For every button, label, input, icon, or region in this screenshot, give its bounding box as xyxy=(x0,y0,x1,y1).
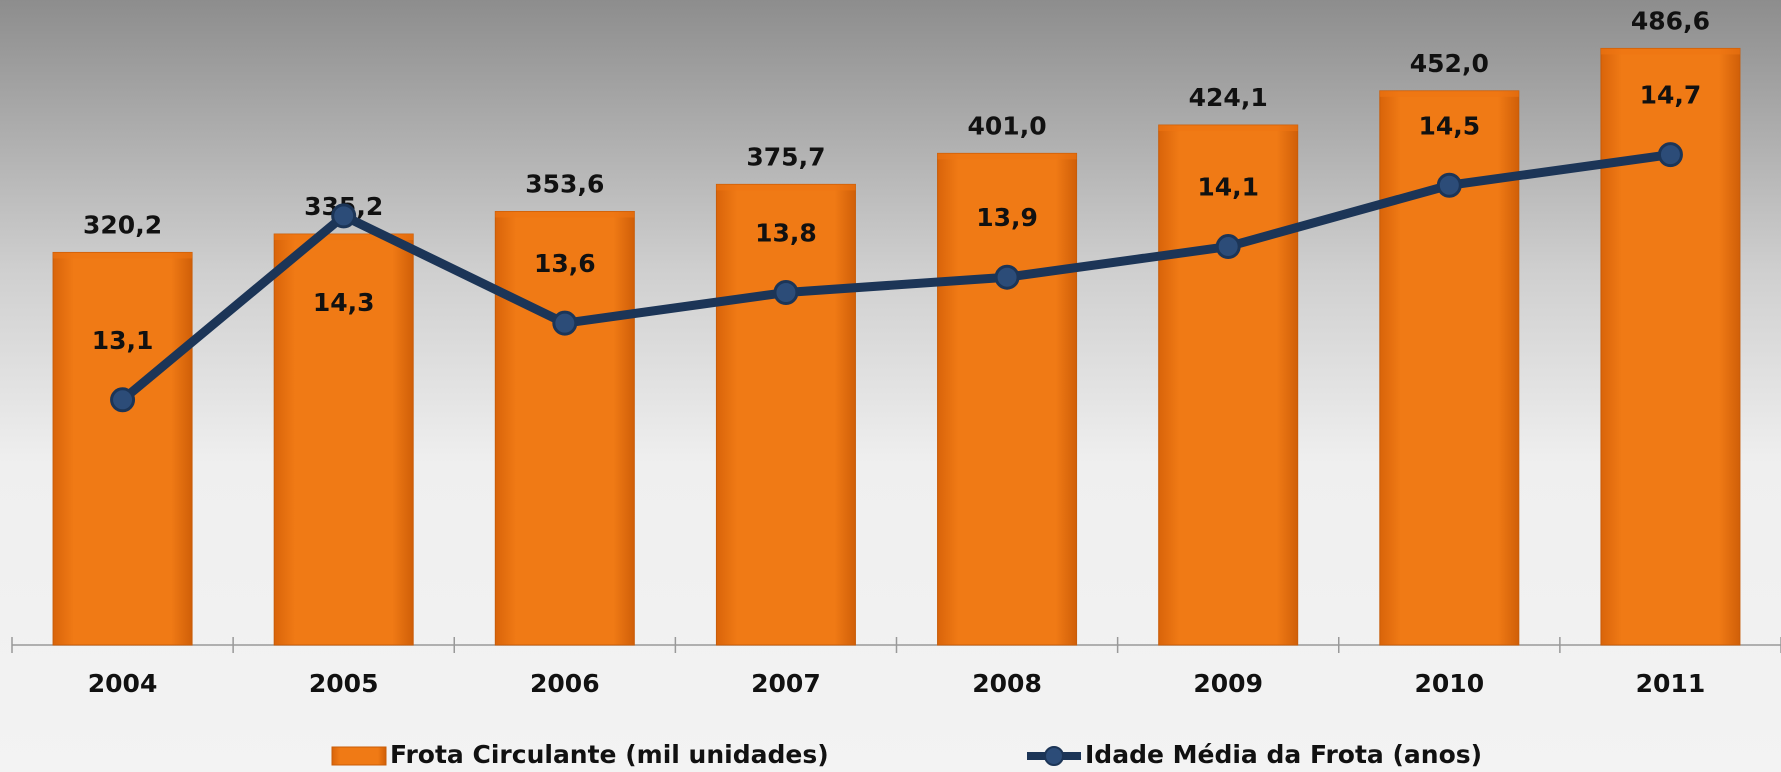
legend-swatch-point xyxy=(1044,746,1064,766)
bar xyxy=(1600,47,1741,646)
bar-value-label: 320,2 xyxy=(83,210,162,239)
bar-highlight xyxy=(1600,48,1740,55)
bar-value-label: 486,6 xyxy=(1631,6,1710,35)
bar xyxy=(52,251,193,646)
line-value-label: 13,8 xyxy=(755,219,817,248)
bar-highlight xyxy=(274,234,414,241)
bar-value-label: 353,6 xyxy=(525,169,604,198)
bar xyxy=(715,183,856,646)
line-point xyxy=(552,310,578,336)
line-value-label: 13,6 xyxy=(534,249,596,278)
bar-value-label: 424,1 xyxy=(1189,83,1268,112)
bar-highlight xyxy=(937,153,1077,160)
bar-highlight xyxy=(1379,90,1519,97)
bar xyxy=(1158,124,1299,646)
line-point xyxy=(1215,234,1241,260)
bar xyxy=(937,152,1078,646)
bar-highlight xyxy=(495,211,635,218)
x-tick-label: 2006 xyxy=(530,669,600,698)
line-point xyxy=(773,280,799,306)
legend-label: Frota Circulante (mil unidades) xyxy=(390,740,829,769)
line-value-label: 14,3 xyxy=(313,288,375,317)
line-point xyxy=(331,203,357,229)
line-value-label: 14,1 xyxy=(1197,173,1259,202)
bar xyxy=(273,233,414,646)
x-tick-label: 2009 xyxy=(1193,669,1263,698)
line-point xyxy=(1657,142,1683,168)
bar-value-label: 401,0 xyxy=(968,111,1047,140)
line-value-label: 14,5 xyxy=(1418,111,1480,140)
line-point xyxy=(110,387,136,413)
line xyxy=(119,150,1672,404)
bar xyxy=(494,210,635,646)
line-point xyxy=(1436,172,1462,198)
bar-value-label: 452,0 xyxy=(1410,49,1489,78)
bar-value-label: 375,7 xyxy=(746,142,825,171)
bar-highlight xyxy=(716,184,856,191)
x-tick-label: 2011 xyxy=(1636,669,1706,698)
legend-label: Idade Média da Frota (anos) xyxy=(1085,740,1482,769)
x-tick-label: 2005 xyxy=(309,669,379,698)
line-point xyxy=(994,264,1020,290)
x-tick-label: 2010 xyxy=(1415,669,1485,698)
line-value-label: 13,9 xyxy=(976,203,1038,232)
x-tick-label: 2008 xyxy=(972,669,1042,698)
legend-swatch xyxy=(331,746,387,766)
bar-highlight xyxy=(53,252,193,259)
bar-highlight xyxy=(1158,125,1298,132)
x-tick-label: 2004 xyxy=(88,669,158,698)
line-value-label: 14,7 xyxy=(1640,81,1702,110)
x-tick-label: 2007 xyxy=(751,669,821,698)
line-value-label: 13,1 xyxy=(92,326,154,355)
